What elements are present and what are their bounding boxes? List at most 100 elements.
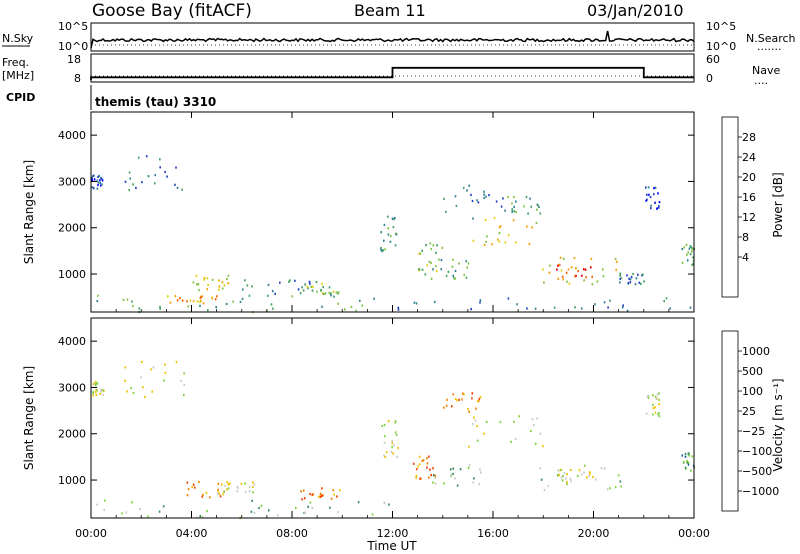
scatter-cell: [557, 474, 559, 477]
scatter-cell: [450, 405, 453, 408]
scatter-cell: [95, 384, 97, 387]
scatter-cell: [315, 281, 318, 284]
scatter-cell: [383, 223, 386, 226]
scatter-cell: [570, 266, 573, 269]
scatter-cell: [560, 269, 563, 272]
scatter-cell: [391, 440, 393, 443]
scatter-cell: [527, 212, 529, 215]
scatter-cell: [394, 431, 397, 434]
scatter-cell: [193, 486, 196, 489]
scatter-cell: [445, 404, 448, 407]
scatter-cell: [577, 270, 579, 273]
velocity-ylabel: Slant Range [km]: [22, 366, 36, 470]
scatter-cell: [240, 482, 243, 485]
scatter-cell: [415, 468, 418, 471]
scatter-cell: [454, 269, 457, 273]
scatter-cell: [485, 420, 488, 423]
scatter-cell: [663, 300, 665, 303]
scatter-cell: [578, 469, 581, 472]
scatter-cell: [425, 244, 427, 247]
scatter-cell: [483, 190, 485, 193]
scatter-cell: [250, 510, 253, 513]
scatter-cell: [472, 423, 474, 426]
scatter-cell: [454, 195, 457, 198]
scatter-cell: [622, 304, 624, 307]
scatter-cell: [451, 265, 454, 268]
power-colorbar-label: Power [dB]: [771, 172, 785, 237]
scatter-cell: [223, 284, 226, 287]
scatter-cell: [321, 487, 323, 490]
scatter-cell: [658, 415, 661, 418]
scatter-cell: [440, 259, 443, 262]
scatter-cell: [477, 201, 480, 204]
scatter-cell: [620, 276, 623, 280]
scatter-cell: [152, 366, 155, 369]
scatter-cell: [95, 389, 97, 392]
scatter-cell: [421, 459, 424, 462]
scatter-cell: [606, 488, 609, 491]
scatter-cell: [224, 484, 226, 487]
scatter-cell: [681, 454, 684, 457]
range-tick-label: 4000: [58, 129, 86, 142]
scatter-cell: [560, 476, 563, 479]
scatter-cell: [186, 494, 189, 497]
scatter-cell: [92, 392, 94, 395]
scatter-cell: [307, 505, 309, 508]
scatter-cell: [642, 273, 644, 276]
scatter-cell: [536, 417, 538, 420]
scatter-cell: [507, 297, 510, 300]
scatter-cell: [132, 391, 135, 395]
scatter-cell: [684, 466, 687, 469]
scatter-cell: [221, 483, 223, 486]
scatter-cell: [547, 484, 550, 488]
scatter-cell: [658, 205, 660, 208]
scatter-cell: [215, 306, 217, 309]
scatter-cell: [470, 308, 472, 311]
scatter-cell: [477, 399, 480, 403]
scatter-cell: [600, 467, 603, 470]
scatter-cell: [102, 393, 104, 396]
scatter-cell: [452, 472, 454, 476]
scatter-cell: [456, 399, 458, 402]
colorbar-tick-label: 8: [742, 231, 749, 244]
scatter-cell: [483, 243, 486, 247]
power-colorbar: 28 24 20 16 12 8 4: [721, 116, 756, 298]
scatter-cell: [394, 420, 397, 423]
scatter-cell: [299, 292, 302, 295]
freq-tick-bottom: 8: [74, 72, 81, 85]
scatter-cell: [468, 184, 470, 187]
scatter-cell: [531, 418, 534, 421]
scatter-cell: [227, 274, 230, 277]
scatter-cell: [563, 472, 566, 475]
scatter-cell: [619, 272, 621, 275]
scatter-cell: [683, 461, 685, 464]
scatter-cell: [180, 379, 182, 382]
scatter-cell: [384, 455, 387, 459]
scatter-cell: [383, 441, 386, 444]
scatter-cell: [97, 181, 100, 184]
scatter-cell: [167, 295, 169, 298]
scatter-cell: [216, 295, 218, 298]
nave-label: Nave: [752, 64, 780, 77]
scatter-cell: [418, 252, 421, 255]
scatter-cell: [609, 487, 611, 490]
time-tick-label: 20:00: [578, 527, 610, 540]
scatter-cell: [568, 282, 571, 285]
scatter-cell: [103, 508, 105, 511]
scatter-cell: [196, 283, 198, 286]
scatter-cell: [99, 181, 102, 184]
nsearch-tick-top: 10^5: [706, 20, 736, 33]
scatter-cell: [681, 248, 684, 251]
scatter-cell: [154, 174, 156, 177]
scatter-cell: [101, 179, 104, 182]
scatter-cell: [658, 201, 661, 204]
scatter-cell: [588, 471, 591, 474]
scatter-cell: [387, 233, 390, 236]
scatter-cell: [252, 481, 254, 484]
scatter-cell: [594, 303, 596, 306]
scatter-cell: [686, 459, 688, 463]
scatter-cell: [435, 251, 437, 254]
colorbar-tick-label: −100: [742, 445, 772, 458]
scatter-cell: [302, 289, 305, 292]
scatter-cell: [556, 268, 558, 271]
